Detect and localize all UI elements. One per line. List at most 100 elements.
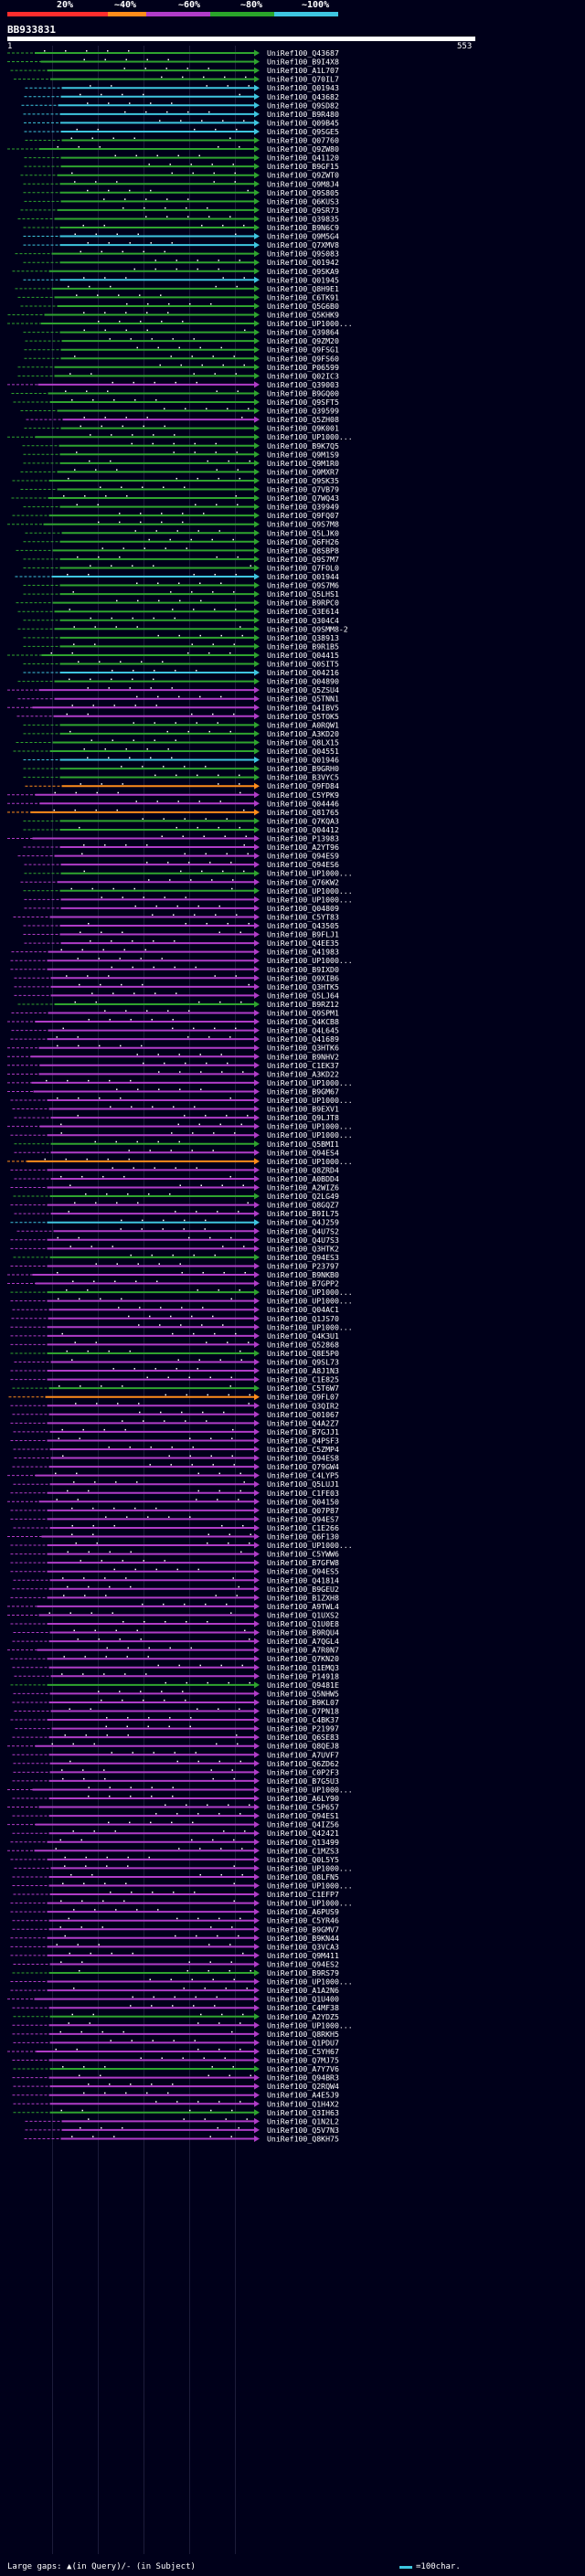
hit-label[interactable]: UniRef100_A9TWL4	[267, 1602, 339, 1611]
alignment-row[interactable]: UniRef100_Q4U7S3	[10, 1235, 339, 1245]
hit-label[interactable]: UniRef100_Q9M411	[267, 1951, 339, 1960]
hit-label[interactable]: UniRef100_C5ZMP4	[267, 1445, 339, 1454]
alignment-row[interactable]: UniRef100_Q39003	[7, 380, 339, 389]
alignment-row[interactable]: UniRef100_B7GFW8	[10, 1558, 339, 1567]
alignment-row[interactable]: UniRef100_Q7WQ43	[11, 493, 339, 503]
hit-label[interactable]: UniRef100_Q38913	[267, 633, 339, 642]
hit-label[interactable]: UniRef100_Q39003	[267, 380, 339, 389]
alignment-row[interactable]: UniRef100_Q9M5G4	[23, 232, 339, 241]
alignment-row[interactable]: UniRef100_UP1000...	[7, 432, 353, 441]
alignment-row[interactable]: UniRef100_Q9S083	[15, 249, 339, 259]
alignment-row[interactable]: UniRef100_Q5TOK5	[16, 712, 339, 721]
alignment-row[interactable]: UniRef100_A7QGL4	[12, 1637, 339, 1646]
alignment-row[interactable]: UniRef100_Q5KHK9	[7, 311, 339, 320]
hit-label[interactable]: UniRef100_Q7WQ43	[267, 493, 339, 503]
alignment-row[interactable]: UniRef100_Q5TNN1	[17, 694, 339, 704]
hit-label[interactable]: UniRef100_Q1H4X2	[267, 2099, 339, 2108]
alignment-row[interactable]: UniRef100_UP1000...	[14, 1863, 353, 1872]
hit-label[interactable]: UniRef100_Q7PN18	[267, 1707, 339, 1716]
hit-label[interactable]: UniRef100_UP1000...	[267, 1096, 353, 1105]
alignment-row[interactable]: UniRef100_Q04216	[23, 668, 339, 677]
hit-label[interactable]: UniRef100_C6TK91	[267, 292, 339, 302]
alignment-row[interactable]: UniRef100_C5YR46	[12, 1916, 339, 1925]
alignment-row[interactable]: UniRef100_Q39864	[23, 328, 339, 337]
hit-label[interactable]: UniRef100_Q5LHS1	[267, 589, 339, 599]
alignment-row[interactable]: UniRef100_UP1000...	[23, 886, 353, 896]
hit-label[interactable]: UniRef100_Q9M8J4	[267, 179, 339, 188]
hit-label[interactable]: UniRef100_Q8ZRD4	[267, 1165, 339, 1174]
hit-label[interactable]: UniRef100_Q04446	[267, 799, 339, 808]
alignment-row[interactable]: UniRef100_Q6ZD62	[13, 1759, 339, 1768]
hit-label[interactable]: UniRef100_Q52868	[267, 1340, 339, 1349]
alignment-row[interactable]: UniRef100_Q9FS60	[24, 354, 339, 363]
alignment-row[interactable]: UniRef100_A0RQW1	[23, 720, 339, 729]
hit-label[interactable]: UniRef100_Q76KW2	[267, 877, 339, 886]
alignment-row[interactable]: UniRef100_A1A2N6	[10, 1986, 339, 1995]
hit-label[interactable]: UniRef100_B7GPP2	[267, 1279, 339, 1288]
hit-label[interactable]: UniRef100_Q4K3U1	[267, 1331, 339, 1341]
hit-label[interactable]: UniRef100_Q94ES7	[267, 1514, 339, 1523]
hit-label[interactable]: UniRef100_UP1000...	[267, 895, 353, 904]
hit-label[interactable]: UniRef100_Q3HTK6	[267, 1044, 339, 1053]
hit-label[interactable]: UniRef100_Q94ES5	[267, 1567, 339, 1576]
alignment-row[interactable]: UniRef100_A9TWL4	[7, 1602, 339, 1611]
alignment-row[interactable]: UniRef100_Q9SPM1	[11, 1009, 339, 1018]
alignment-row[interactable]: UniRef100_Q5BMI1	[14, 1140, 339, 1149]
hit-label[interactable]: UniRef100_Q41814	[267, 1575, 339, 1585]
alignment-row[interactable]: UniRef100_Q3VCA3	[10, 1942, 339, 1951]
alignment-row[interactable]: UniRef100_Q1U0E8	[10, 1619, 339, 1628]
hit-label[interactable]: UniRef100_C5YR46	[267, 1916, 339, 1925]
alignment-row[interactable]: UniRef100_Q1JS70	[11, 1314, 339, 1323]
hit-label[interactable]: UniRef100_B9N6C9	[267, 223, 339, 232]
alignment-row[interactable]: UniRef100_B9GF15	[24, 162, 339, 171]
hit-label[interactable]: UniRef100_A7QGL4	[267, 1637, 339, 1646]
hit-label[interactable]: UniRef100_B9KL07	[267, 1698, 339, 1707]
hit-label[interactable]: UniRef100_Q7VB79	[267, 485, 339, 494]
alignment-row[interactable]: UniRef100_Q79GW4	[12, 1462, 339, 1471]
hit-label[interactable]: UniRef100_Q9M1S9	[267, 450, 339, 459]
hit-label[interactable]: UniRef100_C1E266	[267, 1523, 339, 1532]
hit-label[interactable]: UniRef100_P21997	[267, 1724, 339, 1733]
hit-label[interactable]: UniRef100_Q304C4	[267, 616, 339, 625]
alignment-row[interactable]: UniRef100_UP1000...	[7, 1785, 353, 1794]
hit-label[interactable]: UniRef100_Q4PSF3	[267, 1436, 339, 1445]
alignment-row[interactable]: UniRef100_Q3HTK2	[10, 1244, 339, 1253]
hit-label[interactable]: UniRef100_B9IXD0	[267, 965, 339, 974]
alignment-row[interactable]: UniRef100_B9GQ00	[11, 388, 339, 398]
hit-label[interactable]: UniRef100_Q01067	[267, 1410, 339, 1419]
hit-label[interactable]: UniRef100_B9GRH0	[267, 764, 339, 773]
hit-label[interactable]: UniRef100_Q8LFN5	[267, 1872, 339, 1882]
hit-label[interactable]: UniRef100_C5YWW6	[267, 1550, 339, 1559]
alignment-row[interactable]: UniRef100_B9RQU4	[13, 1628, 339, 1638]
alignment-row[interactable]: UniRef100_Q7KQA3	[23, 816, 339, 825]
hit-label[interactable]: UniRef100_Q04551	[267, 747, 339, 756]
alignment-row[interactable]: UniRef100_UP1000...	[7, 1157, 353, 1166]
alignment-row[interactable]: UniRef100_Q7MJ75	[12, 2056, 339, 2065]
hit-label[interactable]: UniRef100_UP1000...	[267, 1882, 353, 1891]
alignment-row[interactable]: UniRef100_C4BK37	[10, 1715, 339, 1724]
alignment-row[interactable]: UniRef100_Q94ES9	[17, 852, 339, 861]
hit-label[interactable]: UniRef100_Q79GW4	[267, 1462, 339, 1471]
alignment-row[interactable]: UniRef100_B9RPC0	[16, 599, 339, 608]
hit-label[interactable]: UniRef100_B9RQU4	[267, 1628, 339, 1638]
alignment-row[interactable]: UniRef100_A2YT96	[23, 843, 339, 852]
alignment-row[interactable]: UniRef100_Q7XMV8	[23, 240, 339, 249]
hit-label[interactable]: UniRef100_Q8SBP8	[267, 546, 339, 555]
alignment-row[interactable]: UniRef100_Q8QEJ8	[7, 1742, 339, 1751]
hit-label[interactable]: UniRef100_Q0SIT5	[267, 660, 339, 669]
hit-label[interactable]: UniRef100_Q09B45	[267, 118, 339, 127]
alignment-row[interactable]: UniRef100_Q01945	[23, 275, 339, 284]
alignment-row[interactable]: UniRef100_C1E266	[13, 1523, 339, 1532]
hit-label[interactable]: UniRef100_Q8E5P0	[267, 1349, 339, 1358]
alignment-row[interactable]: UniRef100_Q94ES8	[14, 1454, 339, 1463]
hit-label[interactable]: UniRef100_Q9ZW80	[267, 144, 339, 154]
alignment-row[interactable]: UniRef100_Q04551	[13, 747, 339, 756]
hit-label[interactable]: UniRef100_B9IL75	[267, 1209, 339, 1218]
hit-label[interactable]: UniRef100_Q70IL7	[267, 75, 339, 84]
alignment-row[interactable]: UniRef100_Q9FQ07	[12, 511, 339, 520]
alignment-row[interactable]: UniRef100_Q41689	[10, 1034, 339, 1044]
hit-label[interactable]: UniRef100_B9RS79	[267, 1968, 339, 1977]
alignment-row[interactable]: UniRef100_A8J1N3	[10, 1366, 339, 1375]
hit-label[interactable]: UniRef100_Q04809	[267, 904, 339, 913]
alignment-row[interactable]: UniRef100_Q5LHS1	[23, 589, 339, 599]
